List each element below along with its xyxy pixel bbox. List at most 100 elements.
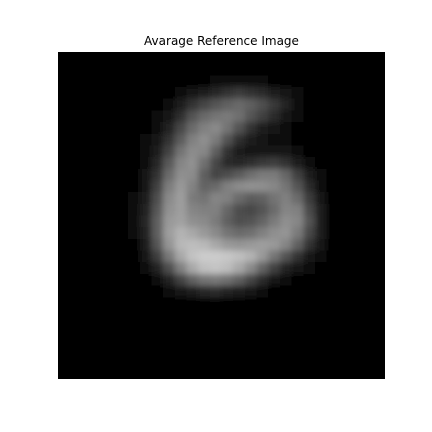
heatmap-cell	[256, 273, 269, 287]
heatmap-cell	[81, 332, 94, 345]
heatmap-cell	[326, 157, 339, 170]
heatmap-cell	[221, 227, 234, 240]
heatmap-cell	[233, 250, 246, 263]
heatmap-cell	[326, 63, 339, 76]
heatmap-cell	[209, 122, 223, 135]
heatmap-cell	[186, 367, 199, 379]
heatmap-cell	[58, 145, 71, 158]
heatmap-cell	[139, 122, 153, 135]
heatmap-cell	[128, 355, 141, 368]
heatmap-cell	[233, 75, 246, 88]
heatmap-cell	[279, 180, 293, 193]
heatmap-cell	[116, 192, 129, 205]
heatmap-cell	[186, 75, 199, 88]
heatmap-cell	[349, 215, 363, 228]
heatmap-cell	[256, 262, 269, 275]
heatmap-cell	[139, 355, 153, 368]
heatmap-cell	[128, 262, 141, 275]
heatmap-cell	[93, 110, 106, 123]
heatmap-cell	[349, 273, 363, 287]
heatmap-cell	[221, 367, 234, 379]
heatmap-cell	[128, 52, 141, 65]
heatmap-cell	[279, 262, 293, 275]
heatmap-cell	[69, 87, 82, 100]
heatmap-cell	[151, 87, 164, 100]
heatmap-cell	[221, 250, 234, 263]
heatmap-cell	[93, 52, 106, 65]
heatmap-cell	[209, 133, 223, 147]
heatmap-cell	[163, 98, 176, 111]
heatmap-cell	[174, 297, 188, 310]
heatmap-cell	[116, 133, 129, 147]
heatmap-cell	[338, 110, 351, 123]
heatmap-cell	[349, 180, 363, 193]
heatmap-cell	[221, 238, 234, 252]
heatmap-cell	[373, 308, 385, 322]
heatmap-cell	[174, 133, 188, 147]
heatmap-cell	[128, 332, 141, 345]
heatmap-cell	[198, 285, 211, 298]
heatmap-cell	[326, 87, 339, 100]
heatmap-cell	[128, 367, 141, 379]
heatmap-cell	[81, 273, 94, 287]
heatmap-cell	[338, 285, 351, 298]
heatmap-cell	[186, 250, 199, 263]
heatmap-cell	[58, 367, 71, 379]
heatmap-cell	[116, 227, 129, 240]
heatmap-cell	[128, 145, 141, 158]
heatmap-cell	[268, 168, 281, 182]
heatmap-cell	[291, 308, 304, 322]
heatmap-cell	[93, 98, 106, 111]
heatmap-cell	[116, 238, 129, 252]
heatmap-cell	[93, 168, 106, 182]
heatmap-cell	[349, 192, 363, 205]
heatmap-cell	[233, 63, 246, 76]
heatmap-cell	[373, 52, 385, 65]
heatmap-cell	[174, 343, 188, 357]
heatmap-cell	[198, 133, 211, 147]
heatmap-cell	[128, 215, 141, 228]
heatmap-cell	[303, 168, 316, 182]
heatmap-cell	[174, 203, 188, 217]
heatmap-cell	[139, 262, 153, 275]
heatmap-cell	[139, 250, 153, 263]
heatmap-cell	[349, 367, 363, 379]
heatmap-cell	[198, 157, 211, 170]
heatmap-cell	[128, 285, 141, 298]
heatmap-cell	[244, 122, 258, 135]
heatmap-cell	[291, 355, 304, 368]
heatmap-cell	[244, 180, 258, 193]
heatmap-cell	[291, 273, 304, 287]
heatmap-cell	[116, 308, 129, 322]
heatmap-cell	[373, 122, 385, 135]
heatmap-cell	[314, 367, 328, 379]
heatmap-cell	[104, 52, 117, 65]
heatmap-cell	[233, 343, 246, 357]
heatmap-cell	[349, 87, 363, 100]
heatmap-cell	[279, 308, 293, 322]
heatmap-cell	[174, 168, 188, 182]
heatmap-cell	[186, 52, 199, 65]
heatmap-cell	[338, 203, 351, 217]
heatmap-cell	[209, 52, 223, 65]
heatmap-cell	[69, 273, 82, 287]
heatmap-cell	[116, 285, 129, 298]
heatmap-cell	[116, 320, 129, 333]
heatmap-cell	[151, 110, 164, 123]
heatmap-cell	[221, 180, 234, 193]
heatmap-cell	[93, 343, 106, 357]
heatmap-cell	[209, 320, 223, 333]
heatmap-cell	[221, 273, 234, 287]
heatmap-cell	[361, 157, 374, 170]
heatmap-cell	[209, 63, 223, 76]
heatmap-cell	[128, 110, 141, 123]
heatmap-cell	[128, 180, 141, 193]
heatmap-cell	[244, 227, 258, 240]
heatmap-cell	[338, 122, 351, 135]
heatmap-cell	[174, 145, 188, 158]
heatmap-cell	[338, 52, 351, 65]
heatmap-cell	[244, 273, 258, 287]
heatmap-cell	[373, 332, 385, 345]
heatmap-cell	[221, 98, 234, 111]
heatmap-cell	[314, 110, 328, 123]
